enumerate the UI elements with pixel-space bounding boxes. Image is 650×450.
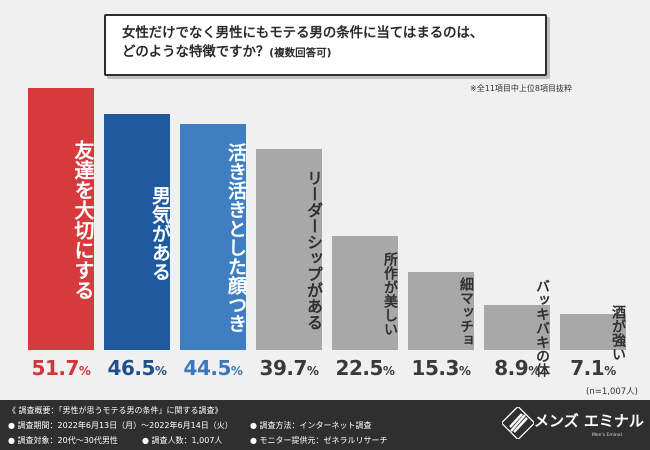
bar-5: 所作が美しい	[332, 235, 398, 350]
bar-7-value-unit: %	[528, 364, 540, 378]
bar-7-value-number: 8.9	[494, 356, 529, 380]
bar-8-value-unit: %	[604, 364, 616, 378]
bar-7-value-label: 8.9%	[477, 356, 557, 380]
survey-provider: ● モニター提供元：ゼネラルリサーチ	[250, 436, 388, 445]
bar-8-category-label: 酒が強い	[610, 305, 626, 361]
bar-1-category-label: 友達を大切にする	[71, 140, 95, 300]
bar-4-value-number: 39.7	[259, 356, 308, 380]
brand-logo: メンズ エミナル Men's Eminal	[500, 407, 644, 443]
question-line-2-text: どのような特徴ですか？	[122, 45, 270, 60]
bar-2-value-unit: %	[154, 364, 167, 378]
bar-2-value-number: 46.5	[107, 356, 156, 380]
bar-6-value-unit: %	[458, 364, 471, 378]
logo-subtext: Men's Eminal	[592, 433, 622, 438]
survey-target: ● 調査対象：20代〜30代男性	[8, 436, 118, 445]
survey-title: 《 調査概要：「男性が思うモテる男の条件」に関する調査》	[8, 406, 223, 415]
bar-3-value-unit: %	[230, 364, 243, 378]
survey-period: ● 調査期間：2022年6月13日（月）〜2022年6月14日（火）	[8, 421, 233, 430]
bar-3-category-label: 活き活きとした顔つき	[225, 143, 247, 334]
bar-7: バッキバキの体	[484, 279, 550, 378]
bar-1-value-label: 51.7%	[21, 356, 101, 380]
bar-3-value-number: 44.5	[183, 356, 232, 380]
bar-6-category-label: 細マッチョ	[458, 277, 474, 348]
bar-6-value-number: 15.3	[411, 356, 460, 380]
question-line-1: 女性だけでなく男性にもモテる男の条件に当てはまるのは、	[122, 26, 484, 41]
bar-3: 活き活きとした顔つき	[180, 124, 247, 350]
bar-chart: 友達を大切にする 男気がある 活き活きとした顔つき リーダーシップがある所作が美しい 細…	[28, 88, 626, 378]
sample-size-label: (n=1,007人)	[586, 387, 638, 397]
bar-8: 酒が強い	[560, 305, 626, 361]
question-suffix: (複数回答可)	[269, 47, 332, 59]
excerpt-note: ※全11項目中上位8項目抜粋	[470, 84, 572, 93]
bar-5-value-unit: %	[382, 364, 395, 378]
bar-8-value-number: 7.1	[570, 356, 605, 380]
bar-5-category-label: 所作が美しい	[382, 251, 398, 336]
bar-4-category-label: リーダーシップがある	[304, 170, 323, 331]
bar-2-value-label: 46.5%	[97, 356, 177, 380]
logo-emblem-icon	[502, 407, 534, 439]
bar-1: 友達を大切にする	[28, 88, 95, 350]
bar-5-value-number: 22.5	[335, 356, 384, 380]
bar-1-value-unit: %	[78, 364, 91, 378]
question-box: 女性だけでなく男性にもモテる男の条件に当てはまるのは、 どのような特徴ですか？(…	[104, 14, 547, 76]
survey-footer: 《 調査概要：「男性が思うモテる男の条件」に関する調査》 ● 調査期間：2022…	[0, 400, 650, 450]
bar-1-value-number: 51.7	[31, 356, 80, 380]
survey-method: ● 調査方法：インターネット調査	[250, 421, 372, 430]
bar-3-value-label: 44.5%	[173, 356, 253, 380]
bar-6: 細マッチョ	[408, 272, 474, 350]
bar-7-category-label: バッキバキの体	[534, 279, 550, 378]
bar-2: 男気がある	[104, 114, 171, 350]
bar-2-category-label: 男気がある	[149, 185, 171, 281]
survey-count: ● 調査人数：1,007人	[142, 436, 223, 445]
bar-8-value-label: 7.1%	[553, 356, 633, 380]
bar-4: リーダーシップがある	[256, 148, 323, 350]
bar-4-value-unit: %	[306, 364, 319, 378]
question-line-2: どのような特徴ですか？(複数回答可)	[122, 43, 529, 63]
bar-5-value-label: 22.5%	[325, 356, 405, 380]
logo-text: メンズ エミナル	[534, 412, 644, 430]
bar-6-value-label: 15.3%	[401, 356, 481, 380]
bar-4-value-label: 39.7%	[249, 356, 329, 380]
